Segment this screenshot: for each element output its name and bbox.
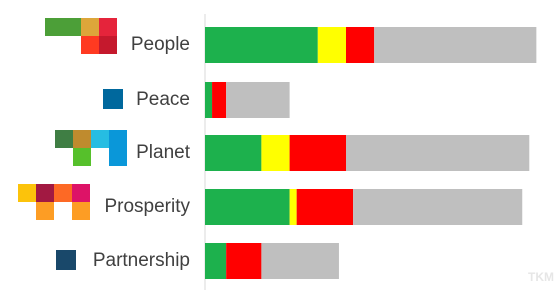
icon — [72, 202, 90, 220]
watermark: TKM — [528, 270, 554, 284]
bar-segment — [261, 135, 290, 171]
category-label: Peace — [136, 89, 190, 110]
icon — [54, 184, 72, 202]
category-label: Partnership — [93, 250, 190, 271]
icon — [18, 184, 36, 202]
bar-segment — [353, 189, 523, 225]
sdg-icons — [18, 18, 127, 270]
bar-segment — [289, 135, 346, 171]
icon — [99, 36, 117, 54]
icon — [72, 184, 90, 202]
bar-segment — [317, 27, 346, 63]
icon — [36, 202, 54, 220]
category-label: Prosperity — [104, 196, 190, 217]
icon — [99, 18, 117, 36]
icon — [81, 36, 99, 54]
bar-segment — [346, 135, 530, 171]
bar-segment — [205, 243, 227, 279]
icon — [73, 130, 91, 148]
icon — [56, 250, 76, 270]
bar-segment — [346, 27, 375, 63]
bar-segment — [205, 82, 213, 118]
bar-segment — [261, 243, 339, 279]
bar-segment — [212, 82, 227, 118]
bar-segment — [296, 189, 354, 225]
bar-segment — [205, 189, 290, 225]
icon — [45, 18, 63, 36]
icon — [109, 130, 127, 148]
bar-segment — [205, 135, 262, 171]
icon — [55, 130, 73, 148]
icon — [81, 18, 99, 36]
bar-segment — [289, 189, 297, 225]
icon — [63, 18, 81, 36]
icon — [36, 184, 54, 202]
icon — [73, 148, 91, 166]
icon — [103, 89, 123, 109]
bar-segment — [226, 243, 262, 279]
category-label: Planet — [136, 142, 191, 163]
bar-segment — [226, 82, 290, 118]
bar-segment — [205, 27, 318, 63]
category-label: People — [131, 34, 190, 55]
bar-segment — [374, 27, 537, 63]
icon — [109, 148, 127, 166]
icon — [91, 130, 109, 148]
